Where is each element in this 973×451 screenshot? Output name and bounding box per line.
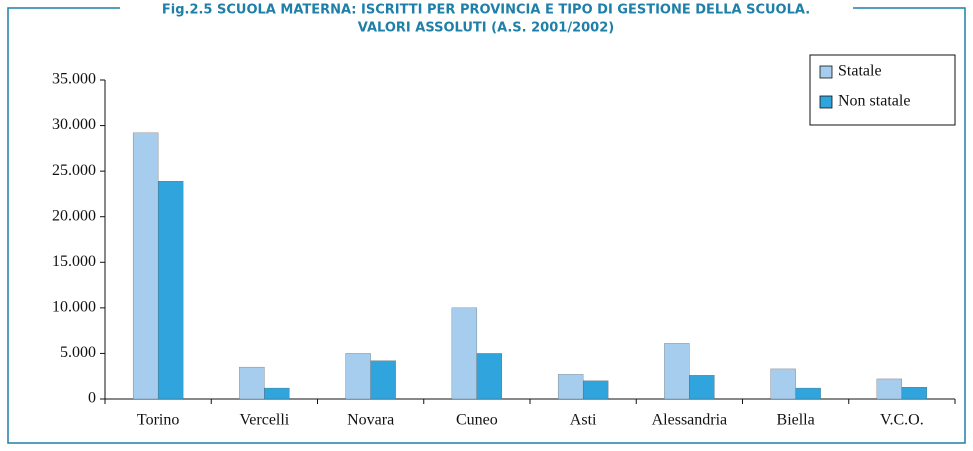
bar [239,366,265,400]
chart-title: VALORI ASSOLUTI (A.S. 2001/2002) [358,21,614,36]
x-tick-label: V.C.O. [880,412,924,429]
y-tick-label: 25.000 [52,162,96,179]
legend-swatch [819,65,833,79]
legend-label: Non statale [838,93,910,110]
bar [664,343,690,400]
legend-swatch [819,95,833,109]
legend-box [809,54,956,126]
x-tick-label: Torino [137,412,179,429]
chart-title: Fig.2.5 SCUOLA MATERNA: ISCRITTI PER PRO… [162,3,810,18]
x-tick-label: Cuneo [456,412,498,429]
x-tick-label: Vercelli [240,412,290,429]
bar [264,387,290,400]
x-tick-label: Biella [777,412,815,429]
bar [795,387,821,400]
y-tick-label: 10.000 [52,299,96,316]
y-tick-label: 15.000 [52,253,96,270]
x-tick-label: Novara [347,412,394,429]
y-tick-label: 5.000 [60,344,96,361]
bar [370,360,396,400]
bar [345,353,371,400]
bar [689,375,715,400]
bar [770,368,796,400]
bar [582,380,609,400]
bar [476,353,503,400]
x-tick-label: Asti [570,412,597,429]
bar [451,307,478,400]
bar [132,132,159,400]
y-tick-label: 0 [88,390,96,407]
y-tick-label: 35.000 [52,71,96,88]
legend-label: Statale [838,63,882,80]
title-bg [305,16,660,32]
bar [157,181,184,400]
title-bg [120,0,853,16]
y-tick-label: 20.000 [52,207,96,224]
bar [876,378,903,400]
x-tick-label: Alessandria [652,412,728,429]
bar [557,374,584,400]
y-tick-label: 30.000 [52,116,96,133]
bar [901,387,928,400]
